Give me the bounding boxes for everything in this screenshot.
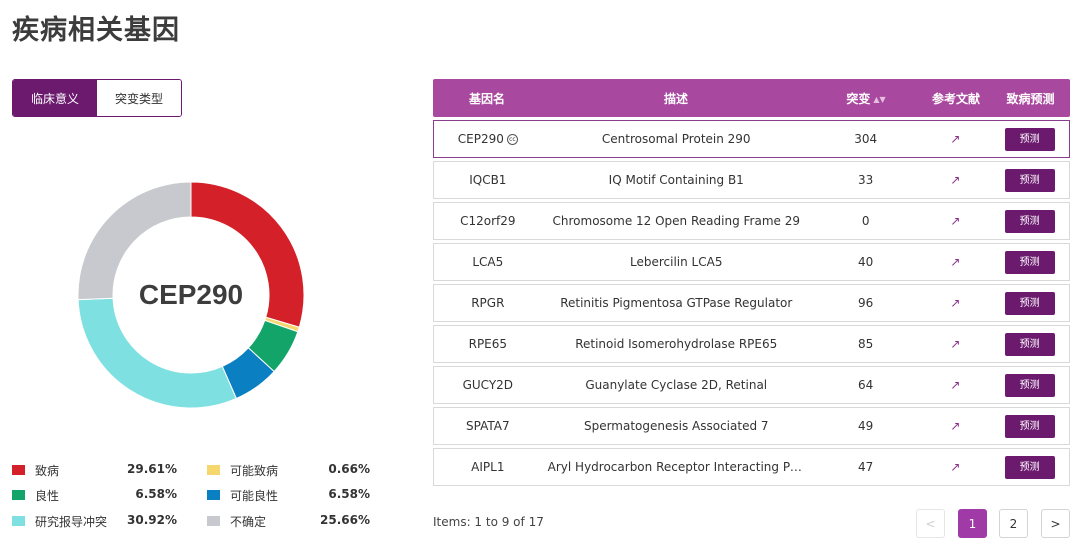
gene-desc: Retinitis Pigmentosa GTPase Regulator xyxy=(560,296,793,310)
external-link-icon[interactable]: ↗ xyxy=(950,460,961,474)
table-row[interactable]: RPE65 Retinoid Isomerohydrolase RPE65 85… xyxy=(433,325,1070,363)
predict-button[interactable]: 预测 xyxy=(1004,414,1055,438)
legend-swatch xyxy=(12,516,25,526)
mutation-count: 49 xyxy=(858,419,874,433)
prev-page-button[interactable]: < xyxy=(916,509,945,538)
legend-item: 研究报导冲突 30.92% xyxy=(12,511,177,531)
sort-icon[interactable]: ▲▼ xyxy=(873,94,886,104)
tab-mutation-type[interactable]: 突变类型 xyxy=(97,80,181,116)
gene-name: RPE65 xyxy=(468,337,508,351)
external-link-icon[interactable]: ↗ xyxy=(950,296,961,310)
mutation-count: 85 xyxy=(858,337,874,351)
gene-desc: Chromosome 12 Open Reading Frame 29 xyxy=(552,214,800,228)
legend-item: 良性 6.58% xyxy=(12,485,177,505)
page-2-button[interactable]: 2 xyxy=(999,509,1028,538)
header-desc: 描述 xyxy=(663,91,688,106)
gene-desc: Centrosomal Protein 290 xyxy=(601,132,751,146)
cc-icon: cc xyxy=(506,134,518,145)
mutation-count: 304 xyxy=(854,132,878,146)
predict-button[interactable]: 预测 xyxy=(1004,168,1055,192)
gene-desc: Spermatogenesis Associated 7 xyxy=(583,419,769,433)
page-1-button[interactable]: 1 xyxy=(958,509,987,538)
mutation-count: 64 xyxy=(858,378,874,392)
next-page-button[interactable]: > xyxy=(1041,509,1070,538)
legend-item: 可能致病 0.66% xyxy=(207,460,370,480)
legend-swatch xyxy=(207,516,220,526)
header-ref: 参考文献 xyxy=(931,91,980,106)
table-row[interactable]: AIPL1 Aryl Hydrocarbon Receptor Interact… xyxy=(433,448,1070,486)
legend-swatch xyxy=(12,465,25,475)
items-info: Items: 1 to 9 of 17 xyxy=(433,515,544,529)
predict-button[interactable]: 预测 xyxy=(1004,127,1055,151)
view-toggle: 临床意义 突变类型 xyxy=(12,79,182,117)
legend-swatch xyxy=(12,490,25,500)
header-predict: 致病预测 xyxy=(1006,91,1055,106)
header-mutation[interactable]: 突变 ▲▼ xyxy=(846,91,886,106)
gene-name: LCA5 xyxy=(472,255,504,269)
predict-button[interactable]: 预测 xyxy=(1004,332,1055,356)
mutation-count: 47 xyxy=(858,460,874,474)
table-row[interactable]: SPATA7 Spermatogenesis Associated 7 49 ↗… xyxy=(433,407,1070,445)
legend-item: 可能良性 6.58% xyxy=(207,485,370,505)
gene-desc: Guanylate Cyclase 2D, Retinal xyxy=(585,378,768,392)
gene-name: SPATA7 xyxy=(466,419,510,433)
mutation-count: 40 xyxy=(858,255,874,269)
table-row[interactable]: IQCB1 IQ Motif Containing B1 33 ↗ 预测 xyxy=(433,161,1070,199)
mutation-count: 96 xyxy=(858,296,874,310)
gene-name: IQCB1 xyxy=(469,173,507,187)
table-row[interactable]: C12orf29 Chromosome 12 Open Reading Fram… xyxy=(433,202,1070,240)
donut-slice-5[interactable] xyxy=(77,181,192,301)
external-link-icon[interactable]: ↗ xyxy=(950,132,961,146)
external-link-icon[interactable]: ↗ xyxy=(950,378,961,392)
table-row[interactable]: CEP290 cc Centrosomal Protein 290 304 ↗ 预… xyxy=(433,120,1070,158)
table-header: 基因名 描述 突变 ▲▼ 参考文献 致病预测 xyxy=(433,79,1070,117)
table-row[interactable]: LCA5 Lebercilin LCA5 40 ↗ 预测 xyxy=(433,243,1070,281)
mutation-count: 33 xyxy=(858,173,874,187)
gene-desc: Aryl Hydrocarbon Receptor Interacting Pr… xyxy=(547,460,811,474)
donut-slice-4[interactable] xyxy=(77,297,238,409)
donut-slice-0[interactable] xyxy=(190,181,305,328)
legend-swatch xyxy=(207,465,220,475)
gene-desc: IQ Motif Containing B1 xyxy=(608,173,744,187)
gene-desc: Retinoid Isomerohydrolase RPE65 xyxy=(575,337,778,351)
gene-name: RPGR xyxy=(471,296,505,310)
table-row[interactable]: GUCY2D Guanylate Cyclase 2D, Retinal 64 … xyxy=(433,366,1070,404)
page-title: 疾病相关基因 xyxy=(12,15,180,46)
external-link-icon[interactable]: ↗ xyxy=(950,337,961,351)
predict-button[interactable]: 预测 xyxy=(1004,291,1055,315)
legend-item: 致病 29.61% xyxy=(12,460,177,480)
gene-name: C12orf29 xyxy=(460,214,516,228)
predict-button[interactable]: 预测 xyxy=(1004,373,1055,397)
gene-table: 基因名 描述 突变 ▲▼ 参考文献 致病预测 CEP290 cc Centrosom… xyxy=(433,79,1070,486)
predict-button[interactable]: 预测 xyxy=(1004,209,1055,233)
predict-button[interactable]: 预测 xyxy=(1004,455,1055,479)
mutation-count: 0 xyxy=(861,214,870,228)
external-link-icon[interactable]: ↗ xyxy=(950,214,961,228)
external-link-icon[interactable]: ↗ xyxy=(950,419,961,433)
donut-chart: CEP290 xyxy=(77,181,305,409)
table-row[interactable]: RPGR Retinitis Pigmentosa GTPase Regulat… xyxy=(433,284,1070,322)
gene-desc: Lebercilin LCA5 xyxy=(630,255,723,269)
legend-swatch xyxy=(207,490,220,500)
gene-name: GUCY2D xyxy=(462,378,514,392)
gene-name: CEP290 xyxy=(457,132,504,146)
predict-button[interactable]: 预测 xyxy=(1004,250,1055,274)
header-gene: 基因名 xyxy=(468,91,505,106)
external-link-icon[interactable]: ↗ xyxy=(950,255,961,269)
legend-item: 不确定 25.66% xyxy=(207,511,370,531)
gene-name: AIPL1 xyxy=(471,460,505,474)
external-link-icon[interactable]: ↗ xyxy=(950,173,961,187)
tab-clinical-significance[interactable]: 临床意义 xyxy=(13,80,97,116)
